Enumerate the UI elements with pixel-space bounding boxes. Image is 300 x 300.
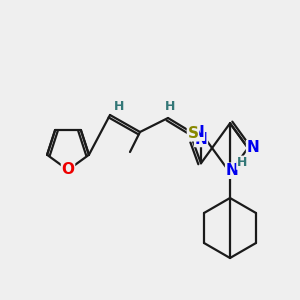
Text: N: N xyxy=(247,140,260,155)
Text: H: H xyxy=(114,100,124,113)
Text: H: H xyxy=(237,156,247,169)
Text: S: S xyxy=(188,126,199,141)
Text: N: N xyxy=(226,163,238,178)
Text: O: O xyxy=(61,163,74,178)
Text: N: N xyxy=(192,125,204,140)
Text: N: N xyxy=(195,131,207,146)
Text: H: H xyxy=(165,100,175,113)
